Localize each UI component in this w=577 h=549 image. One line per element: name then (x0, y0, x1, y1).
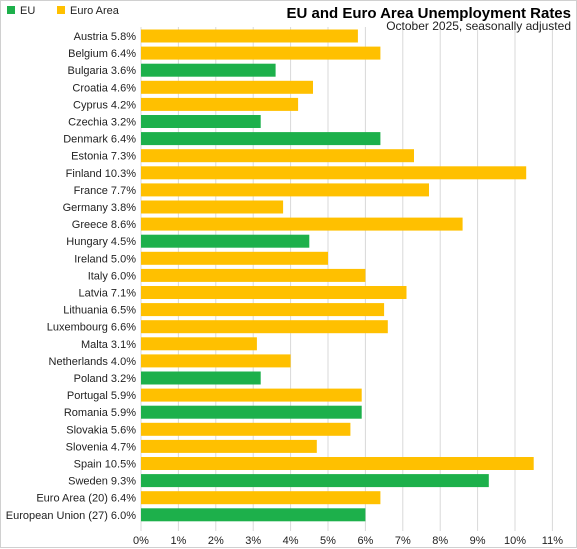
bar (141, 508, 366, 522)
category-label: Cyprus 4.2% (73, 99, 136, 111)
x-tick-label: 11% (542, 535, 563, 547)
legend-swatch-eu (7, 6, 15, 14)
category-label: Romania 5.9% (64, 407, 136, 419)
category-label: European Union (27) 6.0% (6, 510, 136, 522)
bar (141, 337, 257, 351)
legend-swatch-euro-area (57, 6, 65, 14)
category-label: Belgium 6.4% (68, 48, 136, 60)
bar (141, 115, 261, 128)
bar (141, 149, 414, 163)
bar (141, 166, 527, 180)
bar (141, 132, 381, 146)
chart-title: EU and Euro Area Unemployment Rates (286, 5, 571, 22)
bar (141, 251, 328, 265)
bar (141, 234, 310, 248)
bar (141, 405, 362, 419)
x-tick-label: 9% (470, 535, 486, 547)
category-label: Lithuania 6.5% (63, 305, 136, 317)
bar (141, 491, 381, 505)
bar (141, 200, 284, 214)
bar (141, 354, 291, 368)
category-label: Denmark 6.4% (63, 134, 136, 146)
x-tick-label: 5% (320, 535, 336, 547)
legend: EU Euro Area (7, 5, 120, 17)
bar (141, 80, 313, 94)
category-label: France 7.7% (74, 185, 137, 197)
bar (141, 97, 299, 111)
category-label: Italy 6.0% (88, 270, 137, 282)
category-label: Sweden 9.3% (68, 476, 136, 488)
x-tick-label: 0% (133, 535, 149, 547)
category-label: Estonia 7.3% (71, 151, 136, 163)
category-label: Netherlands 4.0% (49, 356, 137, 368)
bar (141, 303, 385, 317)
x-tick-label: 6% (357, 535, 373, 547)
category-label: Finland 10.3% (66, 168, 137, 180)
category-label: Croatia 4.6% (72, 82, 136, 94)
category-label: Slovenia 4.7% (66, 441, 137, 453)
chart-subtitle: October 2025, seasonally adjusted (386, 19, 571, 33)
category-label: Bulgaria 3.6% (68, 65, 137, 77)
category-label: Latvia 7.1% (79, 288, 137, 300)
category-label: Greece 8.6% (72, 219, 136, 231)
x-tick-label: 4% (283, 535, 299, 547)
category-label: Hungary 4.5% (66, 236, 136, 248)
category-label: Spain 10.5% (74, 459, 137, 471)
bar (141, 457, 534, 470)
bar (141, 371, 261, 385)
bar (141, 63, 276, 77)
bar (141, 286, 407, 299)
category-label: Euro Area (20) 6.4% (36, 493, 136, 505)
legend-label-eu: EU (20, 5, 35, 17)
x-tick-label: 7% (395, 535, 411, 547)
x-tick-label: 3% (245, 535, 261, 547)
category-label: Austria 5.8% (74, 31, 137, 43)
x-tick-label: 2% (208, 535, 224, 547)
bar (141, 320, 388, 334)
category-label: Malta 3.1% (81, 339, 136, 351)
category-label: Luxembourg 6.6% (47, 322, 136, 334)
category-label: Portugal 5.9% (67, 390, 136, 402)
x-tick-label: 8% (432, 535, 448, 547)
bars (141, 29, 534, 522)
category-label: Poland 3.2% (74, 373, 137, 385)
bar (141, 388, 362, 402)
legend-label-euro-area: Euro Area (70, 5, 120, 17)
category-labels: Austria 5.8% Belgium 6.4% Bulgaria 3.6% Cro… (6, 31, 136, 522)
x-tick-label: 10% (504, 535, 526, 547)
x-tick-label: 1% (170, 535, 186, 547)
bar (141, 183, 429, 197)
category-label: Germany 3.8% (63, 202, 137, 214)
bar (141, 217, 463, 231)
bar (141, 268, 366, 282)
category-label: Czechia 3.2% (68, 117, 136, 129)
category-label: Slovakia 5.6% (66, 424, 136, 436)
x-axis-tick-labels: 0% 1% 2% 3% 4% 5% 6% 7% 8% 9% 10% 11% (133, 535, 563, 547)
bar (141, 439, 317, 453)
bar (141, 46, 381, 60)
bar (141, 474, 489, 488)
bar (141, 29, 358, 43)
category-label: Ireland 5.0% (74, 253, 136, 265)
bar (141, 422, 351, 436)
